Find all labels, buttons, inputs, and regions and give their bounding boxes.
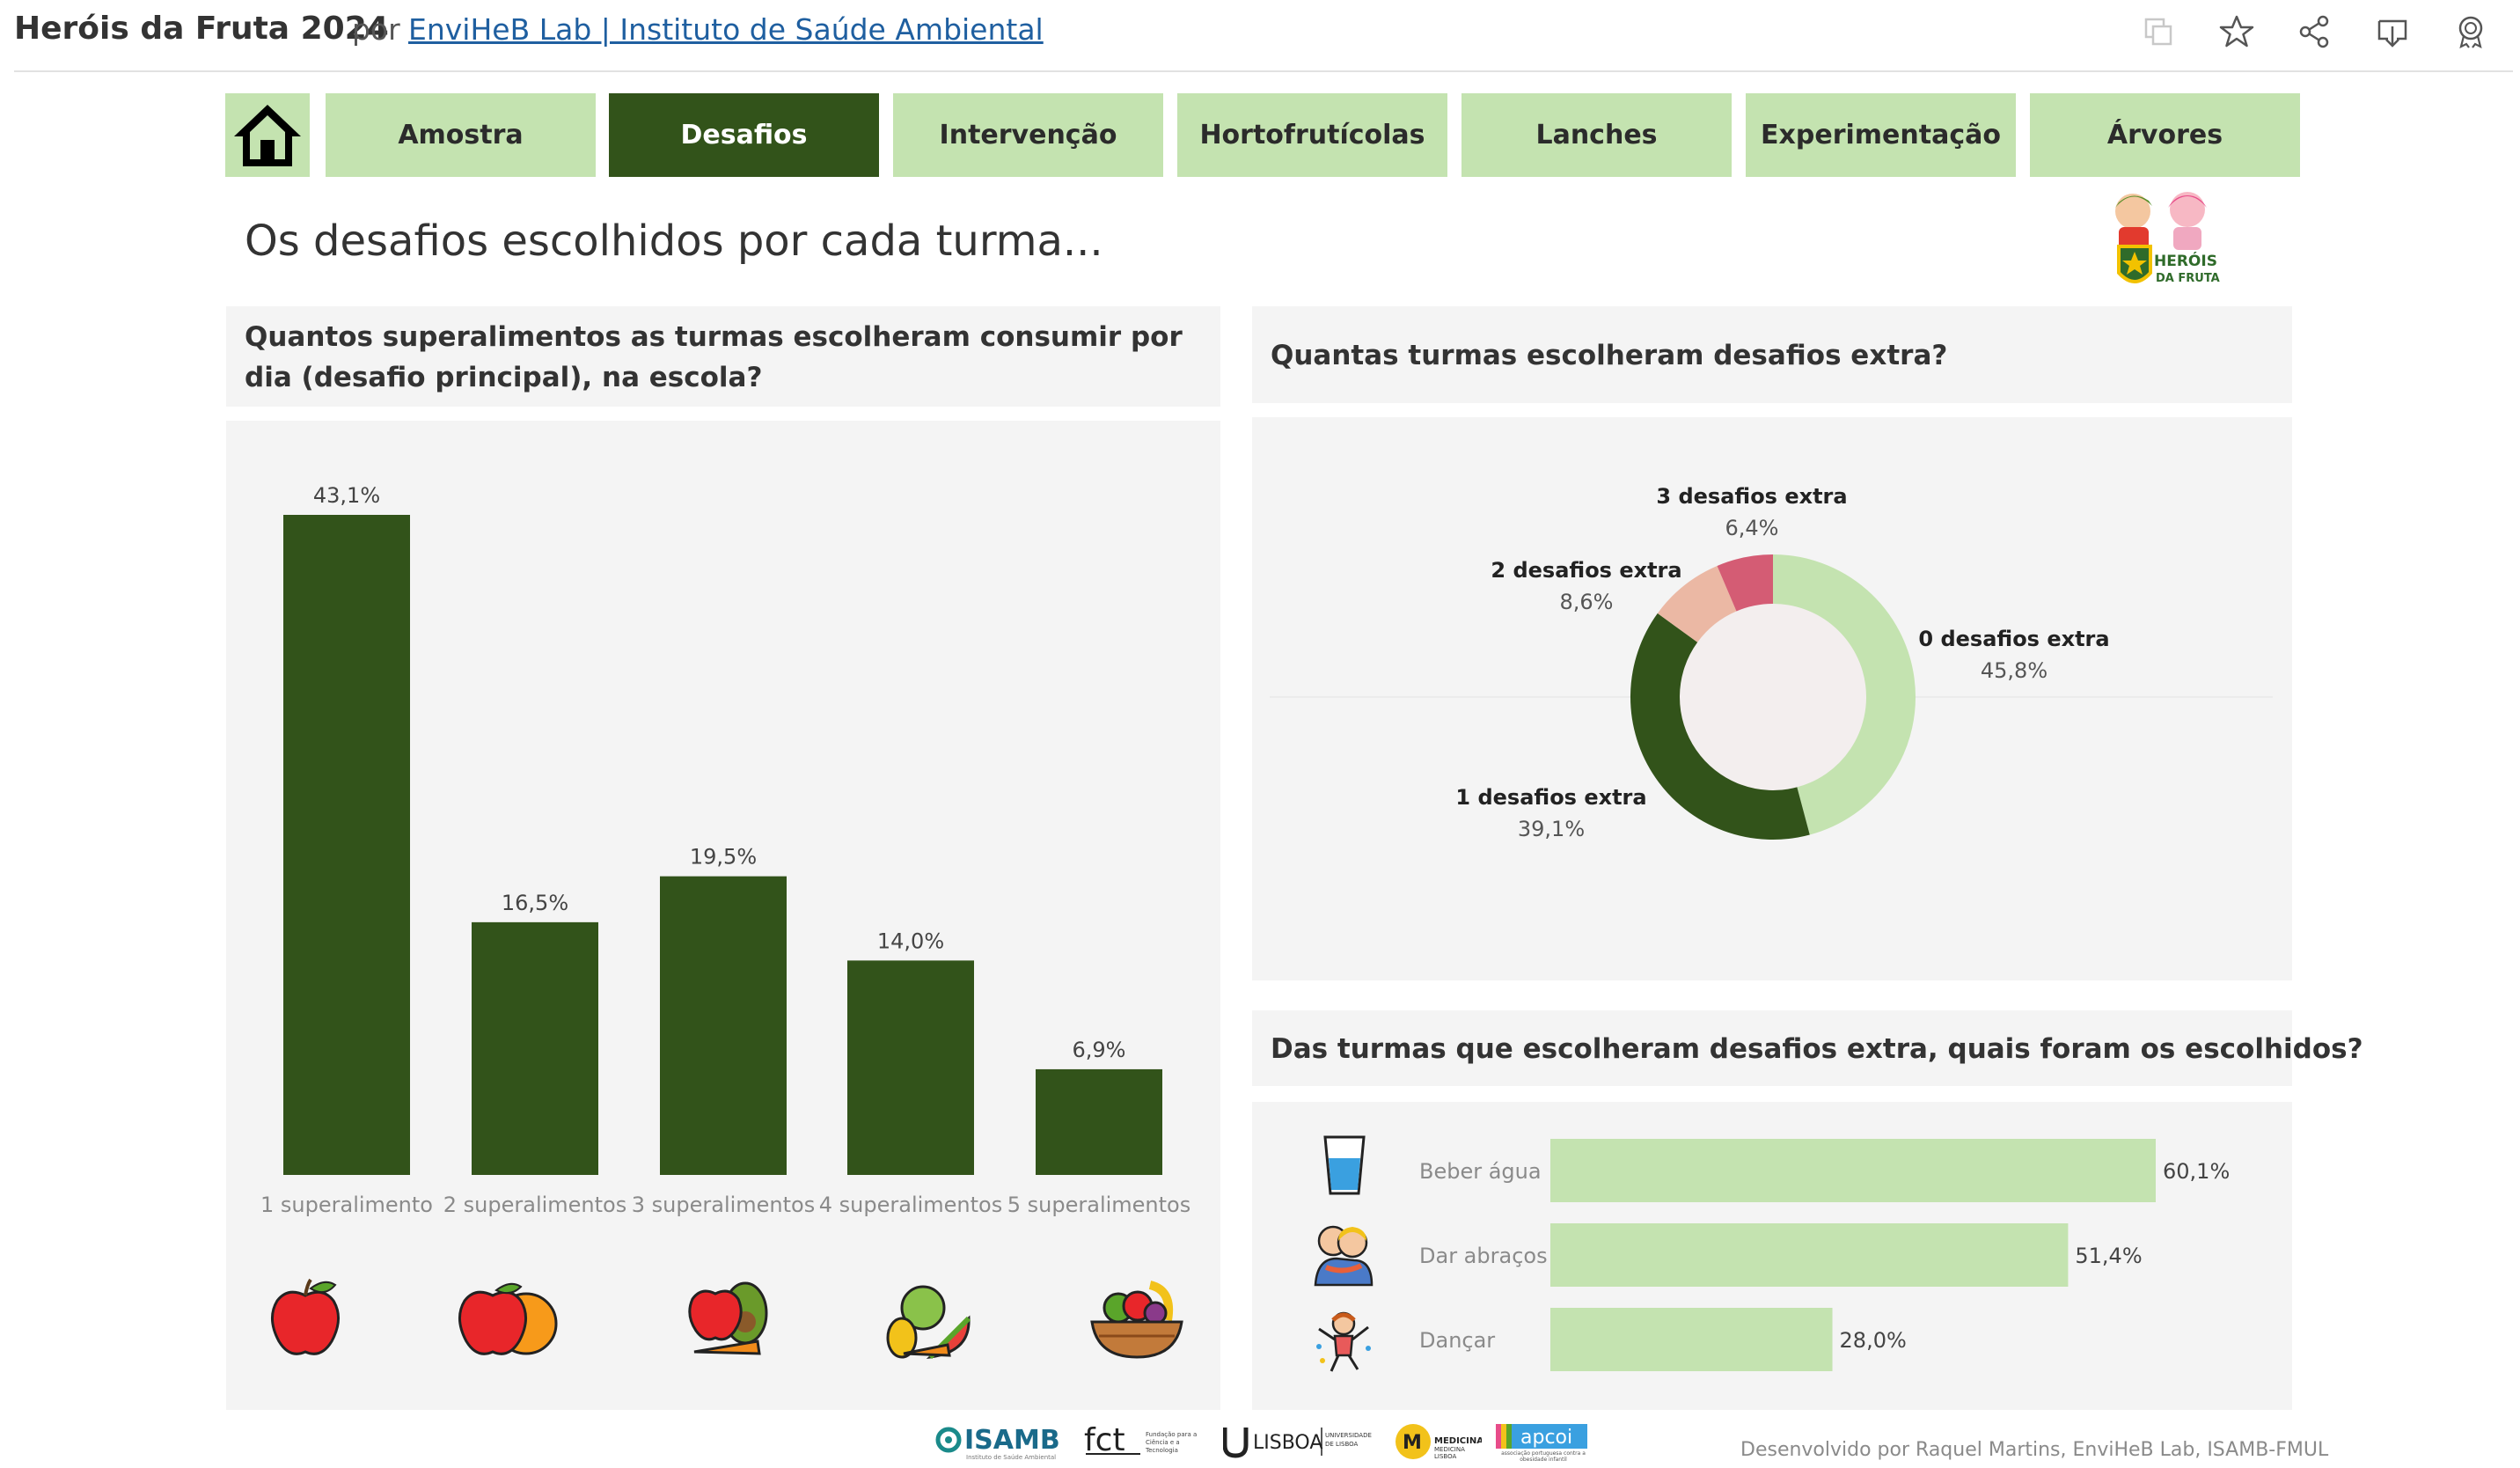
hbar-category-label: Beber água (1419, 1159, 1542, 1184)
share-icon[interactable] (2297, 14, 2332, 49)
bar (660, 876, 787, 1175)
bar-category-label: 1 superalimento (260, 1193, 433, 1217)
bar-value-label: 43,1% (313, 483, 380, 508)
donut-slice (1630, 613, 1810, 840)
extra-challenges-donut-chart: 0 desafios extra 45,8% 1 desafios extra 39,… (1270, 484, 2273, 841)
footer-credit: Desenvolvido por Raquel Martins, EnviHeB… (1740, 1439, 2329, 1461)
chosen-challenges-bar-chart: Beber água 60,1% Dar abraços 51,4% Dançar 28,… (1419, 1139, 2230, 1371)
ulisboa-logo: LISBOA UNIVERSIDADE DE LISBOA (1222, 1422, 1378, 1461)
donut-value-label: 6,4% (1725, 516, 1779, 540)
tab-desafios[interactable]: Desafios (609, 93, 879, 177)
bar-category-label: 2 superalimentos (443, 1193, 626, 1217)
medicina-logo: M MEDICINA MEDICINA LISBOA (1394, 1422, 1483, 1461)
hbar (1550, 1139, 2156, 1202)
hbar-value-label: 51,4% (2075, 1244, 2142, 1268)
dashboard-title: Heróis da Fruta 2024 (14, 11, 389, 47)
bar-value-label: 6,9% (1073, 1038, 1126, 1062)
home-icon (234, 104, 301, 166)
svg-text:M: M (1403, 1432, 1422, 1454)
donut-category-label: 2 desafios extra (1491, 558, 1681, 583)
donut-slice (1772, 554, 1916, 835)
bar-value-label: 19,5% (690, 845, 757, 870)
fct-logo-subtitle: Fundação para a Ciência e a Tecnologia (1146, 1431, 1198, 1454)
chosen-challenges-bar-panel: Beber água 60,1% Dar abraços 51,4% Dançar 28,… (1252, 1102, 2292, 1410)
copy-icon[interactable] (2141, 14, 2176, 49)
superfoods-bar-chart: 43,1% 1 superalimento 16,5% 2 superalimento… (260, 483, 1190, 1217)
tab-amostra[interactable]: Amostra (326, 93, 596, 177)
donut-category-label: 0 desafios extra (1918, 627, 2109, 651)
star-icon[interactable] (2219, 14, 2254, 49)
apple-avocado-carrot-icon (688, 1281, 768, 1355)
tab-hortofruticolas[interactable]: Hortofrutícolas (1177, 93, 1447, 177)
vegetables-icon (886, 1285, 971, 1360)
donut-category-label: 1 desafios extra (1455, 785, 1646, 810)
bar-category-label: 4 superalimentos (819, 1193, 1002, 1217)
by-label: por (352, 12, 400, 47)
question-2-header (1252, 306, 2292, 403)
bar (283, 515, 410, 1175)
author-link[interactable]: EnviHeB Lab | Instituto de Saúde Ambient… (408, 12, 1044, 47)
hbar-value-label: 60,1% (2163, 1159, 2230, 1184)
bar (847, 960, 974, 1175)
tab-intervencao[interactable]: Intervenção (893, 93, 1163, 177)
ulisboa-logo-text: LISBOA (1253, 1432, 1322, 1454)
question-1-text: Quantos superalimentos as turmas escolhe… (245, 321, 1183, 393)
question-3-text: Das turmas que escolheram desafios extra… (1271, 1033, 2363, 1065)
apcoi-logo-text: apcoi (1520, 1427, 1572, 1449)
donut-category-label: 3 desafios extra (1656, 484, 1847, 509)
isamb-logo: ISAMB Instituto de Saúde Ambiental (934, 1420, 1075, 1461)
top-bar: Heróis da Fruta 2024 por EnviHeB Lab | I… (0, 0, 2520, 70)
donut-hole (1678, 602, 1868, 792)
donut-slice (1717, 554, 1774, 612)
fruit-basket-icon (1090, 1281, 1183, 1359)
question-3-header (1252, 1010, 2292, 1086)
donut-slice (1657, 565, 1738, 643)
badge-icon[interactable] (2453, 14, 2488, 49)
apple-icon (271, 1278, 340, 1355)
apple-orange-icon (458, 1282, 558, 1355)
hbar (1550, 1223, 2069, 1287)
bar (472, 921, 598, 1175)
extra-challenges-donut-panel: 0 desafios extra 45,8% 1 desafios extra 39,… (1252, 417, 2292, 980)
bar-value-label: 16,5% (502, 891, 568, 915)
question-1-header (226, 306, 1220, 407)
hbar-value-label: 28,0% (1840, 1328, 1907, 1353)
header-divider (14, 70, 2513, 72)
water-glass-icon (1323, 1135, 1366, 1195)
fct-logo: fct Fundação para a Ciência e a Tecnolog… (1084, 1420, 1207, 1461)
hbar-category-label: Dançar (1419, 1328, 1495, 1353)
ulisboa-logo-subtitle: UNIVERSIDADE DE LISBOA (1325, 1432, 1372, 1448)
apcoi-logo: apcoi associação portuguesa contra a obe… (1496, 1422, 1591, 1464)
bar-category-label: 5 superalimentos (1007, 1193, 1190, 1217)
hbar-category-label: Dar abraços (1419, 1244, 1548, 1268)
home-button[interactable] (225, 93, 310, 177)
svg-text:DA FRUTA: DA FRUTA (2156, 272, 2220, 285)
dance-icon (1316, 1311, 1371, 1372)
hug-icon (1314, 1225, 1374, 1287)
tab-experimentacao[interactable]: Experimentação (1746, 93, 2016, 177)
donut-value-label: 39,1% (1518, 817, 1585, 841)
isamb-logo-text: ISAMB (964, 1425, 1060, 1456)
bar-category-label: 3 superalimentos (632, 1193, 815, 1217)
bar (1036, 1068, 1162, 1175)
hbar (1550, 1308, 1833, 1371)
page-title: Os desafios escolhidos por cada turma... (245, 217, 1103, 266)
medicina-logo-subtitle: MEDICINA LISBOA (1434, 1446, 1465, 1460)
superfoods-bar-chart-panel: 43,1% 1 superalimento 16,5% 2 superalimento… (226, 421, 1220, 1410)
donut-value-label: 8,6% (1560, 590, 1614, 614)
apcoi-logo-subtitle: associação portuguesa contra a obesidade… (1501, 1450, 1586, 1463)
tab-arvores[interactable]: Árvores (2030, 93, 2300, 177)
bar-value-label: 14,0% (877, 929, 944, 953)
download-icon[interactable] (2375, 14, 2410, 49)
isamb-logo-subtitle: Instituto de Saúde Ambiental (966, 1454, 1056, 1461)
question-2-text: Quantas turmas escolheram desafios extra… (1271, 340, 1948, 371)
medicina-logo-text: MEDICINA (1434, 1436, 1482, 1446)
fct-logo-text: fct (1084, 1422, 1125, 1458)
svg-text:HERÓIS: HERÓIS (2154, 251, 2217, 270)
donut-value-label: 45,8% (1981, 658, 2048, 683)
heroes-mascot-logo: HERÓIS DA FRUTA (2101, 188, 2233, 299)
tab-lanches[interactable]: Lanches (1461, 93, 1732, 177)
